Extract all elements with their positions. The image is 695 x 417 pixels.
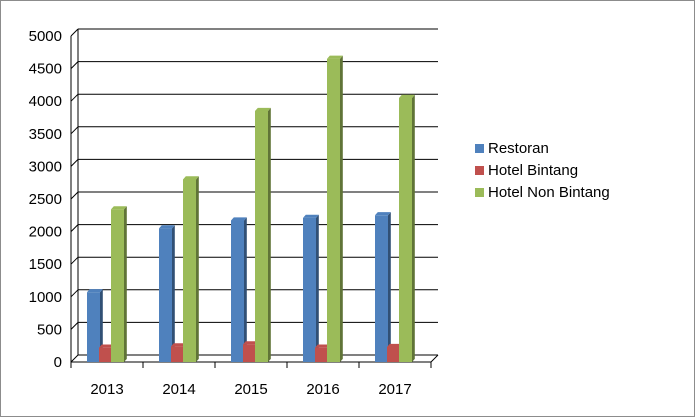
side-wall-tick xyxy=(70,289,79,298)
y-tick-label: 2500 xyxy=(29,191,62,208)
side-wall-tick xyxy=(70,354,79,363)
side-wall-tick xyxy=(70,61,79,69)
floor-edge xyxy=(430,354,439,363)
legend-item-restoran: Restoran xyxy=(475,140,549,157)
legend-item-hotel-bintang: Hotel Bintang xyxy=(475,162,578,179)
y-tick-label: 500 xyxy=(37,321,62,338)
y-tick-label: 5000 xyxy=(29,28,62,45)
legend-swatch xyxy=(475,144,484,153)
bar-hotel-non-bintang-2013 xyxy=(111,206,127,362)
y-tick-label: 1500 xyxy=(29,256,62,273)
side-wall-tick xyxy=(70,126,79,135)
bar-restoran-2015 xyxy=(231,217,247,362)
x-tick-label: 2014 xyxy=(162,381,195,398)
side-wall-tick xyxy=(70,159,79,167)
label-layer: 0 500 1000 1500 2000 2500 3000 3500 4000 4500 5000… xyxy=(29,28,412,398)
y-tick-label: 4000 xyxy=(29,93,62,110)
legend-label: Hotel Bintang xyxy=(488,162,578,179)
y-tick-label: 4500 xyxy=(29,61,62,78)
y-tick-label: 0 xyxy=(54,354,62,371)
x-tick-label: 2015 xyxy=(234,381,267,398)
x-tick-label: 2016 xyxy=(306,381,339,398)
bar-restoran-2016 xyxy=(303,214,319,362)
side-wall-tick xyxy=(70,256,79,265)
legend-swatch xyxy=(475,188,484,197)
legend-label: Hotel Non Bintang xyxy=(488,184,610,201)
legend-label: Restoran xyxy=(488,140,549,157)
side-wall-tick xyxy=(70,224,79,232)
bar-hotel-non-bintang-2016 xyxy=(327,55,343,363)
legend-swatch xyxy=(475,166,484,175)
bar-hotel-non-bintang-2017 xyxy=(399,94,415,362)
bar-restoran-2014 xyxy=(159,225,175,362)
bar-restoran-2013 xyxy=(87,289,103,362)
side-wall-tick xyxy=(70,191,79,200)
y-tick-label: 2000 xyxy=(29,224,62,241)
legend-item-hotel-non-bintang: Hotel Non Bintang xyxy=(475,184,610,201)
bar-hotel-non-bintang-2014 xyxy=(183,176,199,362)
bar-restoran-2017 xyxy=(375,212,391,362)
side-wall-tick xyxy=(70,93,79,102)
side-wall-tick xyxy=(70,322,79,330)
y-tick-label: 3500 xyxy=(29,126,62,143)
y-tick-label: 3000 xyxy=(29,158,62,175)
legend: Restoran Hotel Bintang Hotel Non Bintang xyxy=(475,140,610,201)
x-tick-label: 2013 xyxy=(90,381,123,398)
y-tick-label: 1000 xyxy=(29,289,62,306)
bar-layer xyxy=(87,55,415,363)
bar-hotel-non-bintang-2015 xyxy=(255,107,271,362)
side-wall-tick xyxy=(70,28,79,37)
x-tick-label: 2017 xyxy=(378,381,411,398)
